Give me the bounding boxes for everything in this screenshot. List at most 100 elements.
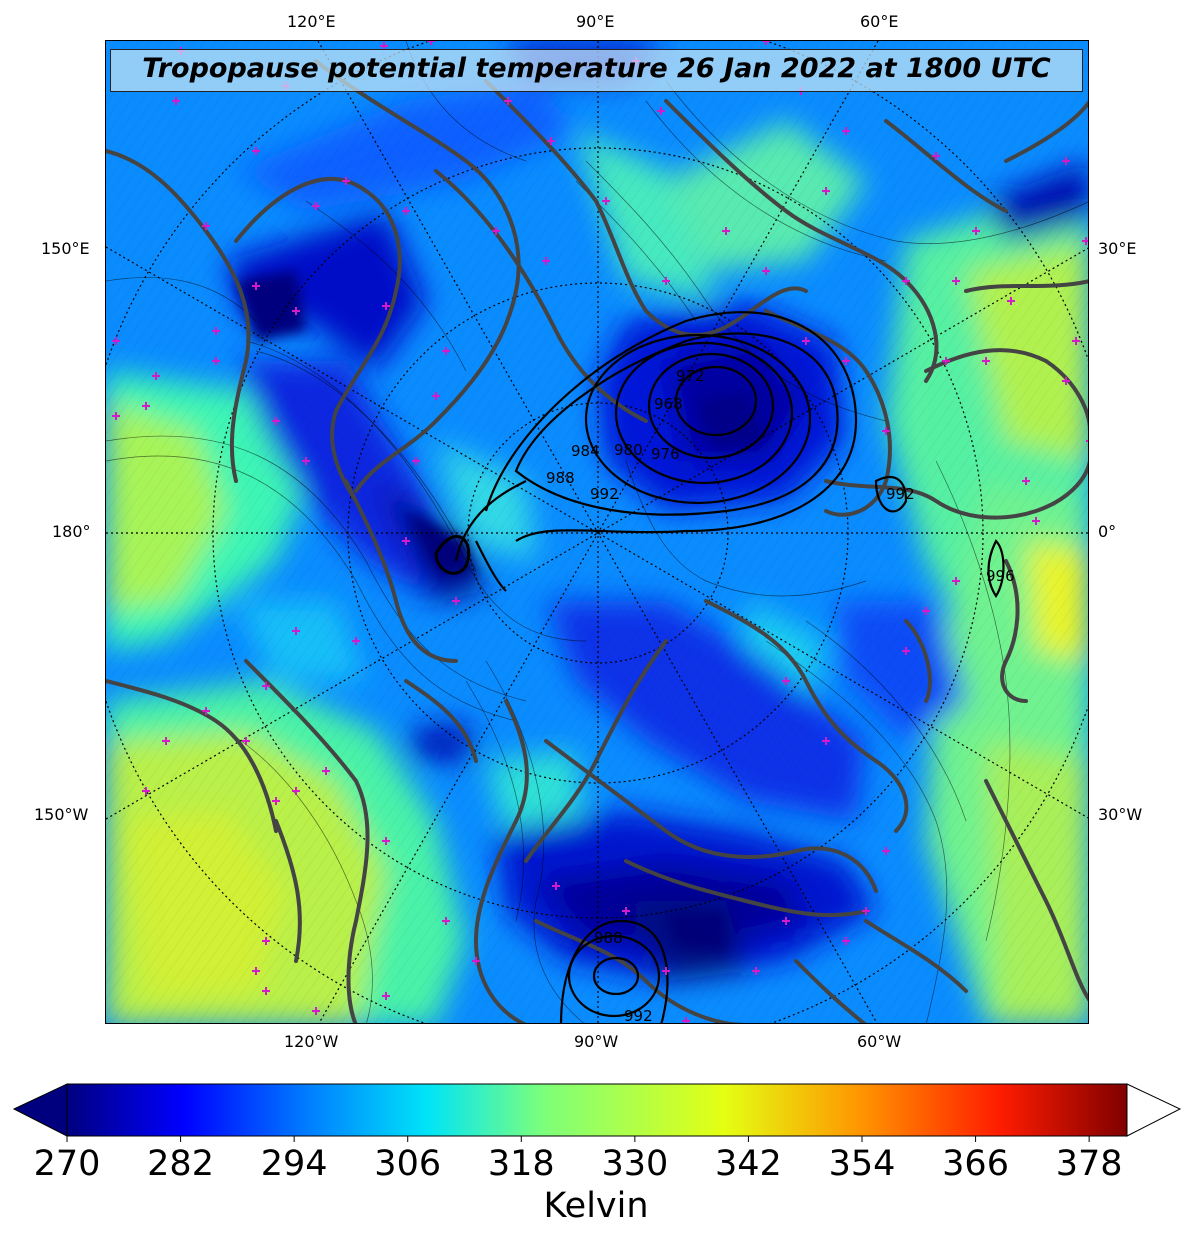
station-marker (272, 797, 280, 805)
colorbar-max-extend (1126, 1083, 1182, 1137)
station-marker (402, 207, 410, 215)
station-marker (352, 637, 360, 645)
station-marker (292, 787, 300, 795)
bottom-tick-label: 60°W (857, 1032, 902, 1051)
station-marker (172, 97, 180, 105)
station-marker (622, 907, 630, 915)
map-title: Tropopause potential temperature 26 Jan … (142, 53, 1051, 84)
station-marker (762, 41, 770, 45)
station-marker (212, 327, 220, 335)
station-marker (542, 257, 550, 265)
coastlines (106, 59, 1088, 1023)
colorbar-tick-label: 330 (601, 1144, 669, 1184)
pressure-label: 976 (651, 445, 680, 463)
station-marker (142, 787, 150, 795)
station-marker (242, 737, 250, 745)
map-panel: 972 968 976 980 984 988 992 992 996 988 … (105, 40, 1089, 1024)
station-marker (504, 97, 512, 105)
station-marker (212, 357, 220, 365)
station-marker (492, 227, 500, 235)
station-marker (882, 427, 890, 435)
station-marker (762, 267, 770, 275)
station-marker (202, 707, 210, 715)
station-marker (252, 282, 260, 290)
station-marker (427, 41, 435, 45)
station-marker (412, 457, 420, 465)
station-marker (752, 967, 760, 975)
station-marker (802, 337, 810, 345)
right-tick-label: 30°E (1098, 239, 1137, 258)
station-marker (382, 837, 390, 845)
colorbar-tick-label: 366 (942, 1144, 1009, 1184)
station-marker (1072, 337, 1080, 345)
station-marker (952, 577, 960, 585)
station-marker (547, 137, 555, 145)
station-marker (1032, 517, 1040, 525)
station-marker (842, 937, 850, 945)
pressure-label: 984 (571, 442, 600, 460)
colorbar-tick-label: 306 (374, 1144, 442, 1184)
colorbar (12, 1083, 1182, 1142)
station-marker (1007, 297, 1015, 305)
station-marker (252, 967, 260, 975)
station-marker (252, 147, 260, 155)
station-marker (272, 417, 280, 425)
station-marker (602, 197, 610, 205)
right-tick-label: 30°W (1098, 805, 1143, 824)
station-marker (402, 537, 410, 545)
station-marker (982, 357, 990, 365)
pressure-label: 972 (676, 367, 705, 385)
station-marker (682, 1017, 690, 1023)
station-marker (552, 882, 560, 890)
top-tick-label: 120°E (287, 12, 336, 31)
station-marker (1082, 237, 1088, 245)
station-marker (262, 937, 270, 945)
station-marker (952, 277, 960, 285)
colorbar-tick-label: 318 (487, 1144, 555, 1184)
station-marker (380, 42, 388, 50)
station-marker (312, 202, 320, 210)
station-marker (112, 412, 120, 420)
colorbar-tick-label: 378 (1055, 1144, 1123, 1184)
station-marker (342, 177, 350, 185)
station-marker (322, 767, 330, 775)
map-title-box: Tropopause potential temperature 26 Jan … (110, 49, 1083, 92)
station-marker (472, 957, 480, 965)
pressure-label: 988 (546, 469, 575, 487)
theta-field (106, 41, 1088, 1023)
station-marker (862, 907, 870, 915)
left-tick-label: 180° (52, 522, 91, 541)
station-marker (162, 737, 170, 745)
pressure-label: 992 (624, 1007, 653, 1024)
station-marker (262, 682, 270, 690)
station-marker (842, 127, 850, 135)
pressure-labels: 972 968 976 980 984 988 992 992 996 988 … (546, 367, 1015, 1024)
theta-contour-bands (106, 41, 1088, 1023)
bottom-tick-label: 120°W (284, 1032, 339, 1051)
station-marker (292, 627, 300, 635)
station-marker (312, 1007, 320, 1015)
left-tick-label: 150°W (34, 805, 89, 824)
colorbar-tick-label: 294 (260, 1144, 328, 1184)
colorbar-bar (66, 1083, 1128, 1137)
colorbar-tick-label: 342 (715, 1144, 782, 1184)
station-marker (972, 227, 980, 235)
station-marker (302, 457, 310, 465)
station-marker (902, 277, 910, 285)
station-marker (822, 187, 830, 195)
station-marker (142, 402, 150, 410)
pressure-contours (434, 311, 1005, 1023)
pressure-label: 992 (886, 485, 915, 503)
station-marker (902, 647, 910, 655)
pressure-label: 980 (614, 441, 643, 459)
station-marker (822, 737, 830, 745)
station-marker (152, 372, 160, 380)
station-marker (782, 677, 790, 685)
station-marker (662, 277, 670, 285)
station-marker (432, 392, 440, 400)
colorbar-label: Kelvin (543, 1186, 649, 1226)
colorbar-min-extend (12, 1083, 68, 1137)
station-marker (382, 992, 390, 1000)
map-canvas: 972 968 976 980 984 988 992 992 996 988 … (106, 41, 1088, 1024)
station-marker (782, 917, 790, 925)
